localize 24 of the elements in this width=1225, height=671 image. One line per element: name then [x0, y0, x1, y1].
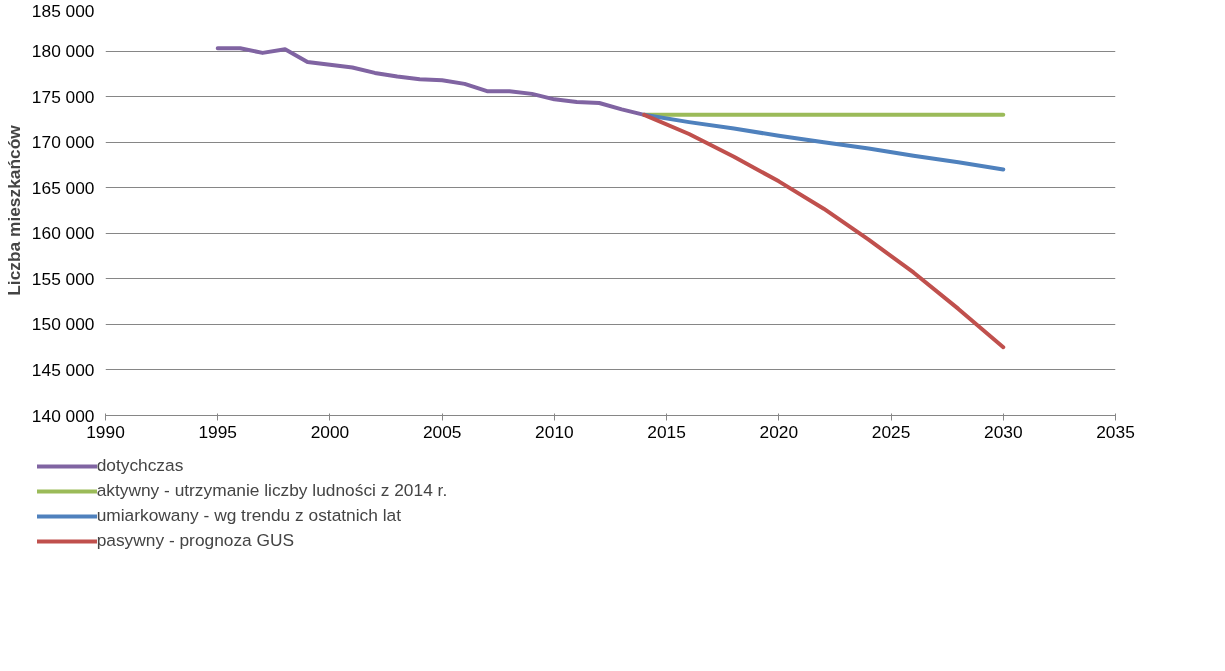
x-tick-label: 2015 — [647, 421, 686, 442]
y-tick-label: 175 000 — [31, 86, 95, 107]
x-tick-label: 2035 — [1096, 421, 1135, 442]
y-tick-label: 165 000 — [31, 177, 95, 198]
legend-label: dotychczas — [96, 455, 184, 476]
x-tick-label: 2020 — [759, 421, 799, 442]
y-tick-label: 145 000 — [31, 359, 95, 380]
y-axis-title: Liczba mieszkańców — [3, 124, 24, 296]
y-tick-label: 155 000 — [31, 268, 95, 289]
x-tick-label: 2025 — [871, 421, 911, 442]
y-tick-label: 180 000 — [31, 41, 95, 62]
legend-label: pasywny - prognoza GUS — [96, 530, 295, 551]
y-tick-label: 150 000 — [31, 314, 95, 335]
legend-label: aktywny - utrzymanie liczby ludności z 2014 r. — [96, 480, 448, 501]
y-tick-label: 185 000 — [31, 0, 95, 21]
x-tick-label: 2005 — [422, 421, 462, 442]
line-series — [642, 112, 1006, 350]
x-tick-label: 2030 — [984, 421, 1023, 442]
y-tick-label: 160 000 — [31, 223, 95, 244]
x-tick-label: 2000 — [310, 421, 350, 442]
legend-label: umiarkowany - wg trendu z ostatnich lat — [96, 505, 401, 526]
y-tick-label: 170 000 — [31, 132, 95, 153]
x-tick-label: 2010 — [535, 421, 574, 442]
x-tick-label: 1995 — [198, 421, 238, 442]
